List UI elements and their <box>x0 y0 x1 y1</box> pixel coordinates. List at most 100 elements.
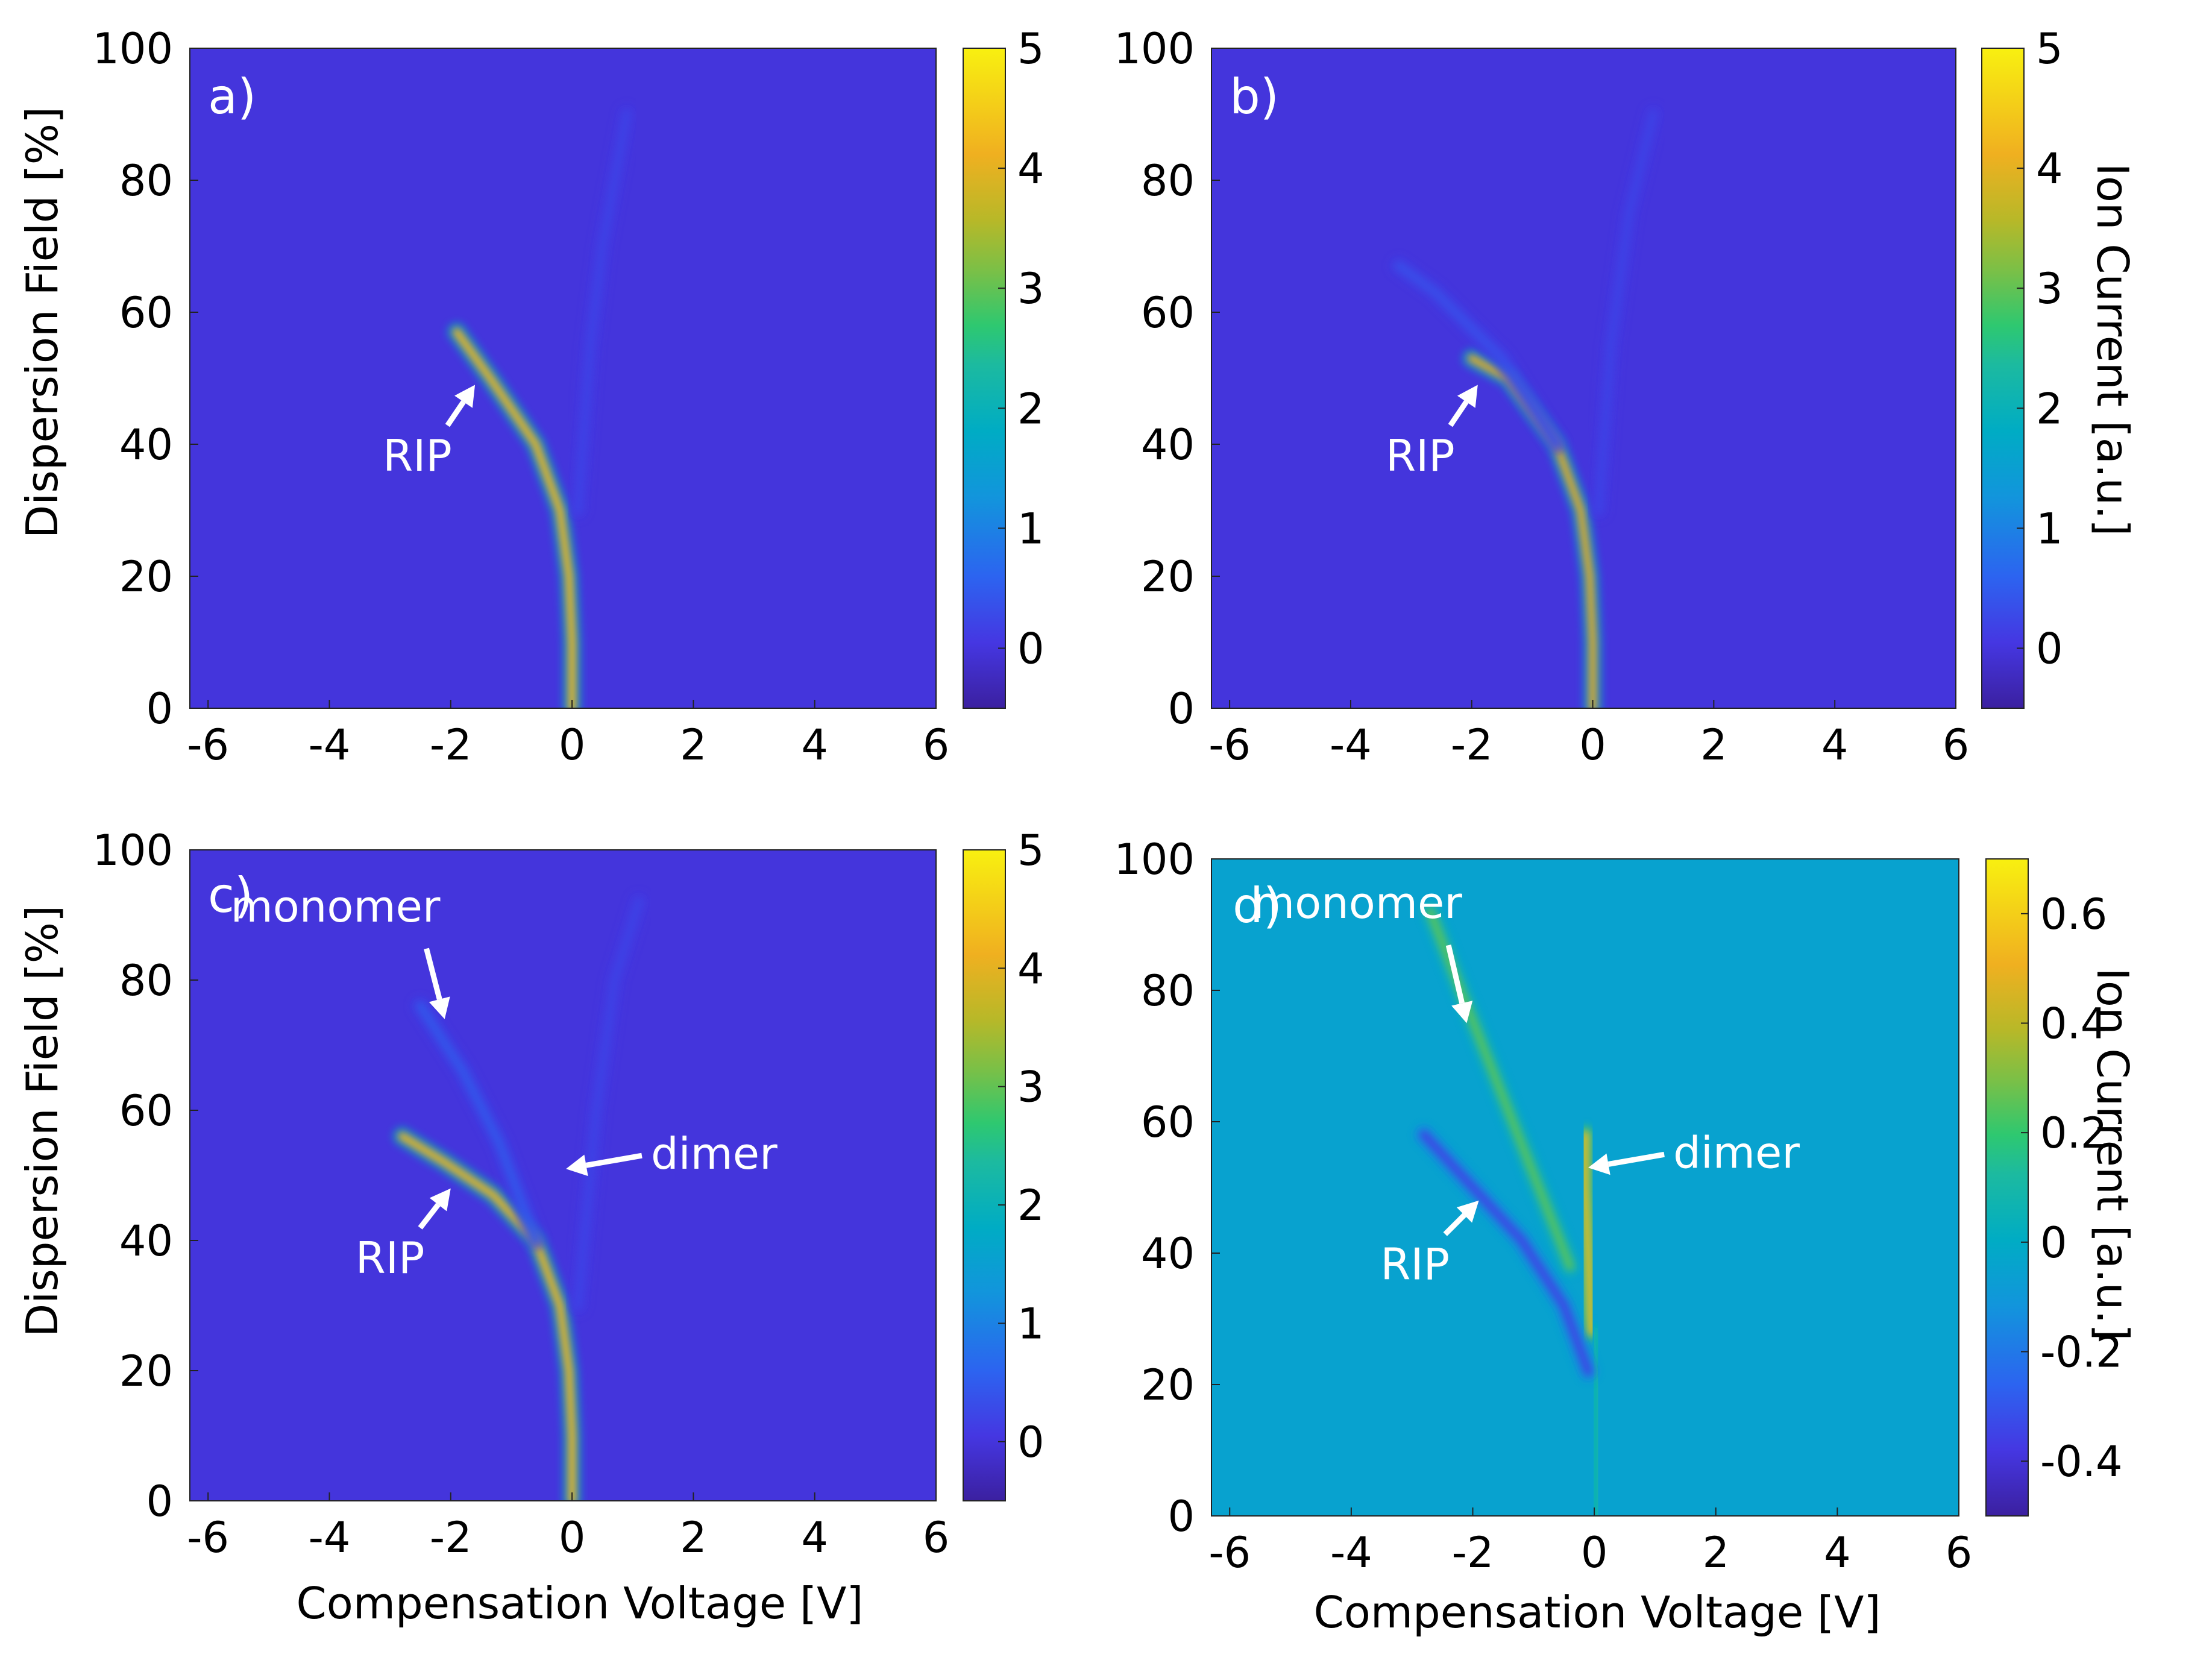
panel-b-y-tick-label: 40 <box>1141 420 1195 470</box>
panel-b-y-tick-label: 80 <box>1141 156 1195 206</box>
panel-d-x-tick-label: -6 <box>1208 1528 1251 1577</box>
panel-c-annotation-text: monomer <box>231 881 441 932</box>
panel-c-feature-RIP <box>392 1126 583 1501</box>
panel-d-label: d) <box>1233 878 1282 934</box>
panel-c-annotation-monomer: monomer <box>231 881 450 1019</box>
panel-c-label: c) <box>208 867 253 923</box>
panel-c-arrow-head <box>429 996 450 1019</box>
panel-d-colorbar-tick-label: 0 <box>2040 1218 2067 1268</box>
panel-d-y-tick-label: 20 <box>1141 1360 1195 1410</box>
panel-d-annotation-text: dimer <box>1673 1127 1800 1178</box>
panel-c-arrow-shaft <box>585 1152 643 1168</box>
panel-a-annotation-RIP: RIP <box>383 385 476 481</box>
panel-a-plot: RIP <box>189 48 937 709</box>
panel-b-annotation-RIP: RIP <box>1386 385 1478 481</box>
panel-d-x-axis-label: Compensation Voltage [V] <box>1314 1587 1881 1638</box>
panel-d-x-tick-label: 6 <box>1946 1528 1973 1577</box>
panel-d-colorbar-gradient <box>1985 858 2029 1517</box>
panel-b-colorbar-tick-label: 1 <box>2036 504 2063 553</box>
panel-d-annotation-text: monomer <box>1252 878 1462 928</box>
panel-a-colorbar-tick-label: 1 <box>1017 504 1045 553</box>
panel-d-arrow-head <box>1456 1200 1479 1223</box>
panel-a-x-tick-label: 6 <box>923 720 950 770</box>
panel-b-plot: RIP <box>1211 48 1956 709</box>
panel-a-y-tick-label: 60 <box>119 288 173 338</box>
panel-b-colorbar-tick-label: 2 <box>2036 384 2063 433</box>
panel-b-label: b) <box>1230 69 1279 125</box>
panel-a-colorbar-tick-label: 4 <box>1017 144 1045 193</box>
panel-a-feature-RIP <box>446 321 583 708</box>
panel-a-label: a) <box>208 69 256 125</box>
panel-a-feature-faint-trace <box>568 104 637 521</box>
panel-c-colorbar-tick-label: 3 <box>1017 1063 1045 1112</box>
panel-d-y-tick-label: 40 <box>1141 1229 1195 1278</box>
panel-d-arrow-shaft <box>1607 1151 1665 1167</box>
panel-c-arrow-head <box>429 1188 451 1212</box>
panel-a-arrow-head <box>454 385 476 408</box>
panel-c-arrow-head <box>566 1154 588 1177</box>
panel-c-y-tick-label: 40 <box>119 1216 173 1266</box>
panel-c-colorbar-tick-label: 1 <box>1017 1299 1045 1348</box>
panel-d-annotation-RIP: RIP <box>1380 1200 1479 1290</box>
panel-d-x-tick-label: 4 <box>1824 1528 1851 1577</box>
panel-d-annotation-text: RIP <box>1380 1239 1450 1290</box>
panel-d-colorbar-tick-label: 0.6 <box>2040 890 2107 939</box>
panel-b-y-tick-label: 20 <box>1141 552 1195 602</box>
panel-d-arrow-head <box>1588 1153 1610 1175</box>
panel-c-annotation-text: dimer <box>651 1128 778 1179</box>
panel-b-colorbar-tick-label: 0 <box>2036 624 2063 673</box>
panel-b-x-tick-label: 4 <box>1821 720 1849 770</box>
panel-d-x-tick-label: -2 <box>1452 1528 1494 1577</box>
panel-b-x-tick-label: 6 <box>1943 720 1970 770</box>
panel-d-y-tick-label: 80 <box>1141 966 1195 1016</box>
panel-d-colorbar-label: Ion Current [a.u.] <box>2087 968 2138 1341</box>
panel-b-arrow-shaft <box>1448 400 1469 427</box>
panel-d-plot: monomer dimer RIP <box>1211 858 1959 1517</box>
panel-b-colorbar-gradient <box>1981 48 2025 709</box>
panel-b-colorbar-label: Ion Current [a.u.] <box>2087 163 2138 536</box>
panel-a-colorbar-tick-label: 2 <box>1017 384 1045 433</box>
panel-a-y-tick-label: 0 <box>146 684 173 734</box>
panel-b-x-tick-label: -4 <box>1330 720 1372 770</box>
panel-a-y-tick-label: 100 <box>92 24 173 74</box>
panel-d-y-tick-label: 100 <box>1114 835 1195 884</box>
panel-b-y-tick-label: 60 <box>1141 288 1195 338</box>
panel-c-x-tick-label: -6 <box>187 1513 229 1562</box>
panel-a-colorbar-gradient <box>963 48 1006 709</box>
panel-d-colorbar-tick-label: -0.4 <box>2040 1437 2123 1486</box>
panel-a-y-tick-label: 20 <box>119 552 173 602</box>
panel-c-colorbar-tick-label: 5 <box>1017 826 1045 875</box>
panel-a-x-tick-label: 4 <box>801 720 828 770</box>
panel-d-colorbar-tick-label: 0.2 <box>2040 1108 2107 1158</box>
panel-a-colorbar-tick-label: 0 <box>1017 624 1045 673</box>
panel-b-x-tick-label: -2 <box>1451 720 1493 770</box>
panel-a-x-tick-label: -2 <box>430 720 472 770</box>
panel-a-y-axis-label: Dispersion Field [%] <box>17 107 68 538</box>
panel-c-colorbar-tick-label: 2 <box>1017 1181 1045 1230</box>
panel-c-x-axis-label: Compensation Voltage [V] <box>297 1578 864 1629</box>
panel-b-y-tick-label: 0 <box>1167 684 1195 734</box>
panel-d-y-tick-label: 60 <box>1141 1098 1195 1147</box>
panel-d-x-tick-label: 2 <box>1702 1528 1729 1577</box>
panel-b-x-tick-label: -6 <box>1208 720 1251 770</box>
panel-c-x-tick-label: 4 <box>801 1513 828 1562</box>
panel-c-colorbar-gradient <box>963 849 1006 1501</box>
panel-d-x-tick-label: -4 <box>1330 1528 1372 1577</box>
panel-c-annotation-text: RIP <box>356 1233 425 1283</box>
panel-d-annotation-monomer: monomer <box>1252 878 1473 1023</box>
panel-c-colorbar-tick-label: 0 <box>1017 1418 1045 1467</box>
panel-a-x-tick-label: -4 <box>309 720 351 770</box>
panel-c-y-tick-label: 0 <box>146 1477 173 1526</box>
panel-c-arrow-shaft <box>424 948 442 1001</box>
panel-d-arrow-shaft <box>1445 945 1465 1004</box>
panel-b-feature-upper-branch <box>1389 256 1567 454</box>
panel-c-feature-monomer <box>410 996 546 1251</box>
panel-b-x-tick-label: 2 <box>1700 720 1727 770</box>
panel-b-colorbar-tick-label: 3 <box>2036 264 2063 313</box>
panel-c-arrow-shaft <box>418 1202 441 1230</box>
